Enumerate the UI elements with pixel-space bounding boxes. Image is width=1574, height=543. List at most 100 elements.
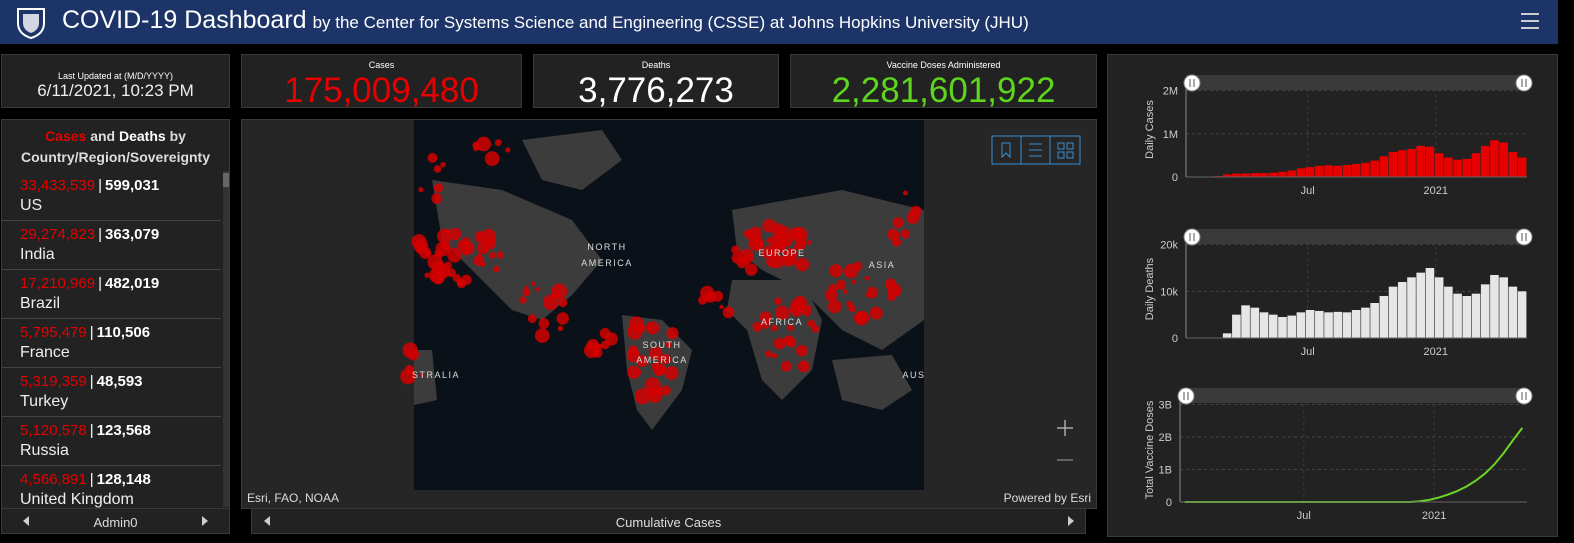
case-dot xyxy=(527,314,537,324)
bar xyxy=(1333,311,1343,338)
row-numbers: 29,274,823 | 363,079 xyxy=(20,226,159,243)
case-dot xyxy=(476,136,492,152)
case-dot xyxy=(484,151,500,167)
bar xyxy=(1462,158,1472,177)
case-dot xyxy=(736,256,749,269)
map-attribution: Esri, FAO, NOAA xyxy=(247,491,339,505)
slider-handle[interactable] xyxy=(1515,74,1533,92)
slider-handle[interactable] xyxy=(1177,387,1195,405)
grid-icon[interactable] xyxy=(1057,142,1074,159)
row-name: India xyxy=(20,246,55,263)
title-text: COVID-19 Dashboard xyxy=(62,6,307,34)
slider-handle[interactable] xyxy=(1515,228,1533,246)
case-dot xyxy=(843,289,848,295)
deaths-value: 3,776,273 xyxy=(578,71,734,110)
bar xyxy=(1508,286,1518,338)
case-dot xyxy=(664,366,679,380)
bar xyxy=(1416,272,1426,338)
bar xyxy=(1425,268,1435,338)
case-dot xyxy=(854,310,869,326)
case-dot xyxy=(479,261,486,267)
row-numbers: 5,319,359 | 48,593 xyxy=(20,373,143,390)
case-dot xyxy=(636,355,649,368)
logo xyxy=(17,8,45,39)
case-dot xyxy=(807,319,816,328)
case-dot xyxy=(419,373,425,378)
handle-grip xyxy=(1521,392,1527,400)
bar xyxy=(1508,151,1518,177)
list-title-rest: by Country/Region/Sovereignty xyxy=(20,128,211,165)
case-dot xyxy=(851,279,857,285)
map-toolbar[interactable] xyxy=(991,135,1081,165)
case-dot xyxy=(651,362,659,370)
zoom-in[interactable] xyxy=(1057,420,1073,436)
bar xyxy=(1480,145,1490,177)
country-row: 17,210,969 | 482,019 Brazil xyxy=(2,269,221,319)
bar xyxy=(1287,315,1296,338)
bar xyxy=(1324,312,1333,338)
case-dot xyxy=(447,247,463,263)
case-dot xyxy=(476,253,482,259)
case-dot xyxy=(522,288,531,297)
bar xyxy=(1324,165,1333,177)
row-name: Russia xyxy=(20,442,69,459)
menu-button[interactable] xyxy=(1519,11,1541,31)
bar xyxy=(1361,307,1370,338)
case-dot xyxy=(666,327,679,340)
tab-prev[interactable] xyxy=(263,516,271,526)
scrollbar[interactable] xyxy=(223,171,229,507)
case-dot xyxy=(771,352,778,359)
case-dot xyxy=(864,275,870,281)
bookmark-icon[interactable] xyxy=(1001,142,1011,159)
bar xyxy=(1305,167,1315,177)
list-title-deaths: Deaths xyxy=(119,128,166,144)
case-dot xyxy=(628,345,639,356)
case-dot xyxy=(790,298,805,313)
row-cases: 17,210,969 xyxy=(20,275,96,292)
bar xyxy=(1232,173,1241,177)
bar xyxy=(1241,305,1250,338)
case-dot xyxy=(505,147,511,153)
case-dot xyxy=(794,239,806,251)
case-dot xyxy=(486,237,494,245)
case-dot xyxy=(627,365,641,379)
scroll-thumb[interactable] xyxy=(223,173,229,187)
row-deaths: 128,148 xyxy=(96,471,151,488)
time-slider[interactable] xyxy=(1180,388,1527,403)
title: COVID-19 Dashboard by the Center for Syst… xyxy=(62,6,1029,35)
slider-handle[interactable] xyxy=(1183,74,1201,92)
bar xyxy=(1315,165,1324,177)
row-numbers: 4,566,891 | 128,148 xyxy=(20,471,151,488)
bar xyxy=(1407,148,1416,177)
x-tick-label: Jul xyxy=(1301,346,1315,358)
map-tools[interactable] xyxy=(991,135,1081,461)
case-dot xyxy=(828,283,838,293)
slider-handle[interactable] xyxy=(1183,228,1201,246)
bar xyxy=(1471,293,1481,338)
slider-handle[interactable] xyxy=(1515,387,1533,405)
case-dot xyxy=(893,288,901,296)
prev-arrow[interactable] xyxy=(22,516,30,526)
time-slider[interactable] xyxy=(1186,229,1527,244)
list-icon[interactable] xyxy=(1029,143,1042,157)
row-numbers: 5,120,578 | 123,568 xyxy=(20,422,151,439)
chart: 0 10k 20k Jul 2021 Daily Deaths xyxy=(1144,228,1533,358)
bar xyxy=(1296,312,1306,338)
case-dot xyxy=(494,139,502,147)
bar xyxy=(1250,307,1260,338)
bar xyxy=(1397,150,1407,177)
tab-next[interactable] xyxy=(1067,516,1075,526)
map-tab[interactable]: Cumulative Cases xyxy=(615,515,722,530)
case-dot xyxy=(456,279,464,287)
map[interactable]: NORTH AMERICA EUROPE ASIA AFRICA SOUTH AMERICA… xyxy=(242,120,1096,508)
time-slider[interactable] xyxy=(1186,75,1527,90)
next-arrow[interactable] xyxy=(201,516,209,526)
row-numbers: 17,210,969 | 482,019 xyxy=(20,275,159,292)
bar xyxy=(1268,172,1278,177)
case-dot xyxy=(530,281,536,287)
bar xyxy=(1241,173,1250,177)
row-numbers: 5,795,479 | 110,506 xyxy=(20,324,150,341)
row-name: Brazil xyxy=(20,295,61,312)
case-dot xyxy=(635,323,646,334)
